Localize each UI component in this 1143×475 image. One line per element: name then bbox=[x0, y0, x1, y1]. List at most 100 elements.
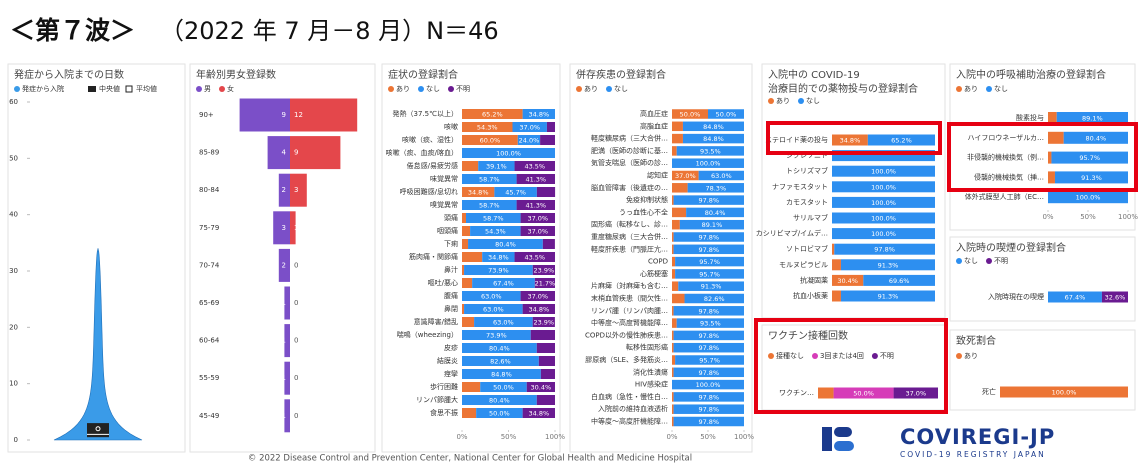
category-label: 嘔吐/悪心 bbox=[428, 278, 458, 287]
bar-segment bbox=[672, 256, 676, 267]
value-label: 82.6% bbox=[704, 295, 725, 303]
category-label: 抗血小板薬 bbox=[793, 291, 828, 300]
value-label: 1 bbox=[294, 224, 298, 232]
value-label: 3 bbox=[294, 186, 298, 194]
age-label: 60-64 bbox=[199, 337, 220, 345]
legend-label: 不明 bbox=[880, 352, 894, 360]
value-label: 37.0% bbox=[527, 215, 548, 223]
page-title: （2022 年 7 月－8 月）N＝46 bbox=[160, 17, 499, 45]
legend-label: なし bbox=[994, 85, 1008, 93]
category-label: シクレソニド bbox=[786, 152, 828, 160]
bar-segment bbox=[462, 395, 537, 405]
value-label: 41.3% bbox=[525, 202, 546, 210]
value-label: 63.0% bbox=[481, 293, 502, 301]
y-tick-label: 50 bbox=[9, 154, 18, 162]
bar-segment bbox=[512, 122, 547, 132]
x-tick-label: 50% bbox=[1080, 213, 1096, 221]
value-label: 1 bbox=[282, 412, 286, 420]
bar-segment bbox=[672, 232, 674, 242]
category-label: 酸素投与 bbox=[1016, 113, 1044, 122]
value-label: 34.8% bbox=[528, 410, 549, 418]
value-label: 65.2% bbox=[482, 111, 503, 119]
legend-marker bbox=[798, 98, 804, 104]
bar-segment bbox=[530, 330, 555, 340]
category-label: 鼻汁 bbox=[444, 265, 458, 274]
legend-label: なし bbox=[806, 97, 820, 105]
value-label: 93.5% bbox=[700, 147, 721, 155]
bar-segment bbox=[1048, 191, 1128, 204]
bar-segment bbox=[818, 387, 834, 399]
category-label: サリルマブ bbox=[793, 213, 828, 222]
category-label: 認知症 bbox=[647, 171, 668, 180]
y-tick-label: 10 bbox=[9, 380, 18, 388]
value-label: 80.4% bbox=[489, 397, 510, 405]
bar-segment bbox=[672, 121, 683, 132]
bar-segment bbox=[462, 213, 466, 223]
bar-segment bbox=[522, 109, 555, 119]
legend-label: 男 bbox=[204, 85, 211, 93]
legend-label: あり bbox=[776, 97, 790, 105]
legend-marker bbox=[871, 353, 878, 359]
legend-marker bbox=[956, 86, 962, 92]
legend-marker bbox=[986, 86, 992, 92]
value-label: 91.3% bbox=[1081, 174, 1102, 182]
category-label: 頭痛 bbox=[444, 213, 458, 222]
category-label: 発熱（37.5℃以上） bbox=[393, 109, 458, 118]
x-tick-label: 0% bbox=[666, 433, 677, 441]
violin bbox=[53, 248, 143, 441]
category-label: 軽度糖尿病（三大合併… bbox=[591, 134, 668, 143]
logo-mark bbox=[834, 427, 852, 437]
value-label: 50.0% bbox=[853, 390, 874, 398]
category-label: 入院前の維持血液透析 bbox=[598, 404, 668, 413]
value-label: 97.8% bbox=[698, 344, 719, 352]
bar-segment bbox=[532, 317, 555, 327]
value-label: 97.8% bbox=[698, 246, 719, 254]
category-label: 咳嗽 bbox=[444, 122, 458, 131]
legend-label: 3回または4回 bbox=[820, 352, 864, 360]
bar-segment bbox=[1048, 171, 1055, 184]
bar-segment bbox=[672, 109, 708, 119]
value-label: 32.6% bbox=[1105, 294, 1126, 302]
category-label: トシリズマブ bbox=[786, 166, 828, 175]
category-label: ナファモスタット bbox=[772, 182, 828, 191]
bar-segment bbox=[673, 416, 744, 427]
value-label: 37.0% bbox=[527, 228, 548, 236]
category-label: カモスタット bbox=[786, 197, 828, 206]
bar-segment bbox=[462, 122, 513, 132]
category-label: 白血病（急性・慢性白… bbox=[591, 392, 668, 401]
category-label: 消化性潰瘍 bbox=[633, 367, 668, 376]
bar-segment bbox=[834, 243, 935, 255]
bar-segment bbox=[832, 134, 868, 146]
bar-segment bbox=[522, 408, 555, 418]
x-tick-label: 100% bbox=[545, 433, 565, 441]
bar-segment bbox=[832, 274, 864, 286]
bar-segment bbox=[682, 133, 744, 144]
value-label: 97.8% bbox=[698, 234, 719, 242]
value-label: 58.7% bbox=[479, 202, 500, 210]
value-label: 0 bbox=[294, 337, 298, 345]
value-label: 2 bbox=[282, 186, 286, 194]
bar-segment bbox=[514, 252, 555, 262]
legend-marker bbox=[418, 86, 424, 92]
category-label: 免疫抑制状態 bbox=[626, 195, 668, 204]
bar-segment bbox=[1048, 291, 1102, 303]
bar-segment bbox=[672, 281, 679, 291]
value-label: 100.0% bbox=[871, 215, 896, 223]
legend-marker bbox=[768, 98, 774, 104]
panel-title: 致死割合 bbox=[956, 334, 996, 347]
value-label: 34.8% bbox=[528, 306, 549, 314]
bar-segment bbox=[673, 342, 744, 353]
category-label: 入院時現在の喫煙 bbox=[988, 292, 1044, 301]
value-label: 95.7% bbox=[699, 357, 720, 365]
bar-segment bbox=[840, 259, 935, 271]
bar-segment bbox=[832, 212, 935, 224]
bar-segment bbox=[867, 134, 935, 146]
bar-segment bbox=[526, 382, 555, 392]
panel-title: 発症から入院までの日数 bbox=[14, 68, 124, 81]
category-label: ワクチン… bbox=[779, 389, 814, 397]
bar-segment bbox=[480, 382, 527, 392]
bar-segment bbox=[672, 379, 744, 390]
bar-segment bbox=[514, 161, 555, 171]
bar-segment bbox=[462, 343, 537, 353]
